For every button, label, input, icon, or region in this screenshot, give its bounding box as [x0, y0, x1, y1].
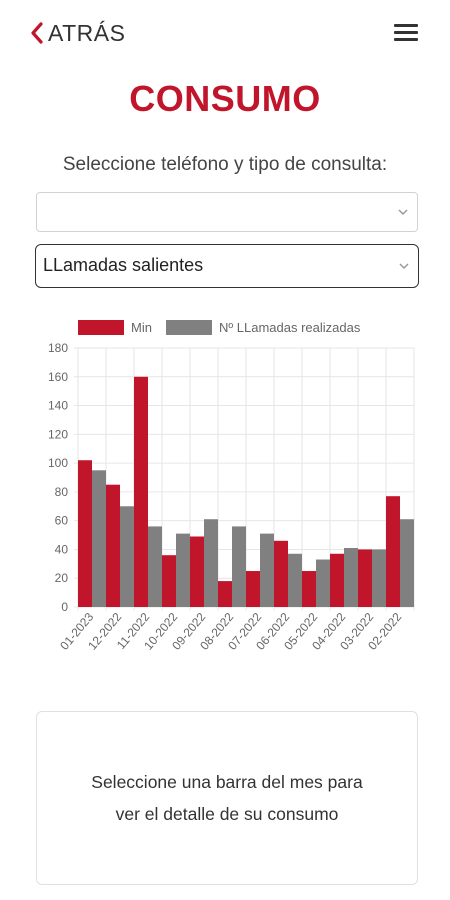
bar-min[interactable]	[190, 536, 204, 607]
y-tick-label: 120	[48, 427, 68, 441]
instruction-text: Seleccione teléfono y tipo de consulta:	[62, 154, 388, 175]
y-tick-label: 80	[55, 485, 69, 499]
bar-min[interactable]	[246, 571, 260, 607]
chevron-down-icon	[398, 259, 410, 277]
bar-min[interactable]	[134, 376, 148, 607]
detail-panel: Seleccione una barra del mes para ver el…	[36, 711, 418, 885]
back-label: ATRÁS	[48, 19, 126, 46]
bar-calls[interactable]	[372, 549, 386, 607]
bar-calls[interactable]	[316, 559, 330, 607]
legend-swatch	[166, 320, 212, 335]
bar-calls[interactable]	[288, 553, 302, 607]
legend-label: Nº LLamadas realizadas	[219, 320, 361, 335]
y-tick-label: 60	[55, 514, 69, 528]
bar-min[interactable]	[330, 553, 344, 607]
bar-min[interactable]	[162, 555, 176, 607]
bar-calls[interactable]	[344, 548, 358, 607]
bar-calls[interactable]	[400, 519, 414, 607]
chevron-left-icon	[30, 22, 44, 44]
bar-calls[interactable]	[120, 506, 134, 607]
consumption-chart: 0 20 40 60 80 100 120 140 160 180 01-2023 12-2022 11…	[0, 312, 450, 672]
y-tick-label: 40	[55, 542, 69, 556]
y-tick-label: 180	[48, 341, 68, 355]
y-tick-label: 0	[61, 600, 68, 614]
back-button[interactable]: ATRÁS	[30, 18, 125, 48]
y-tick-label: 140	[48, 399, 68, 413]
bar-min[interactable]	[358, 549, 372, 607]
bar-calls[interactable]	[148, 526, 162, 607]
bar-min[interactable]	[218, 581, 232, 607]
bar-calls[interactable]	[176, 533, 190, 607]
detail-message: Seleccione una barra del mes para ver el…	[91, 772, 363, 824]
legend-swatch	[78, 320, 124, 335]
y-tick-label: 100	[48, 456, 68, 470]
bar-min[interactable]	[106, 484, 120, 607]
chevron-down-icon	[397, 205, 409, 223]
bar-min[interactable]	[386, 496, 400, 607]
bar-min[interactable]	[78, 460, 92, 607]
bar-calls[interactable]	[232, 526, 246, 607]
y-tick-label: 160	[48, 370, 68, 384]
top-bar: ATRÁS	[0, 0, 450, 66]
bar-calls[interactable]	[260, 533, 274, 607]
phone-select[interactable]	[36, 192, 418, 232]
bar-calls[interactable]	[204, 519, 218, 607]
hamburger-menu-icon[interactable]	[394, 24, 418, 42]
query-type-select-value: LLamadas salientes	[43, 255, 204, 275]
bar-min[interactable]	[274, 540, 288, 607]
chart-svg: 02040608010012014016018001-202312-202211…	[48, 320, 415, 653]
bar-min[interactable]	[302, 571, 316, 607]
legend-label: Min	[131, 320, 152, 335]
query-type-select[interactable]: LLamadas salientes	[35, 244, 419, 288]
bar-calls[interactable]	[92, 470, 106, 607]
y-tick-label: 20	[55, 571, 69, 585]
page-title: CONSUMO	[129, 78, 321, 119]
